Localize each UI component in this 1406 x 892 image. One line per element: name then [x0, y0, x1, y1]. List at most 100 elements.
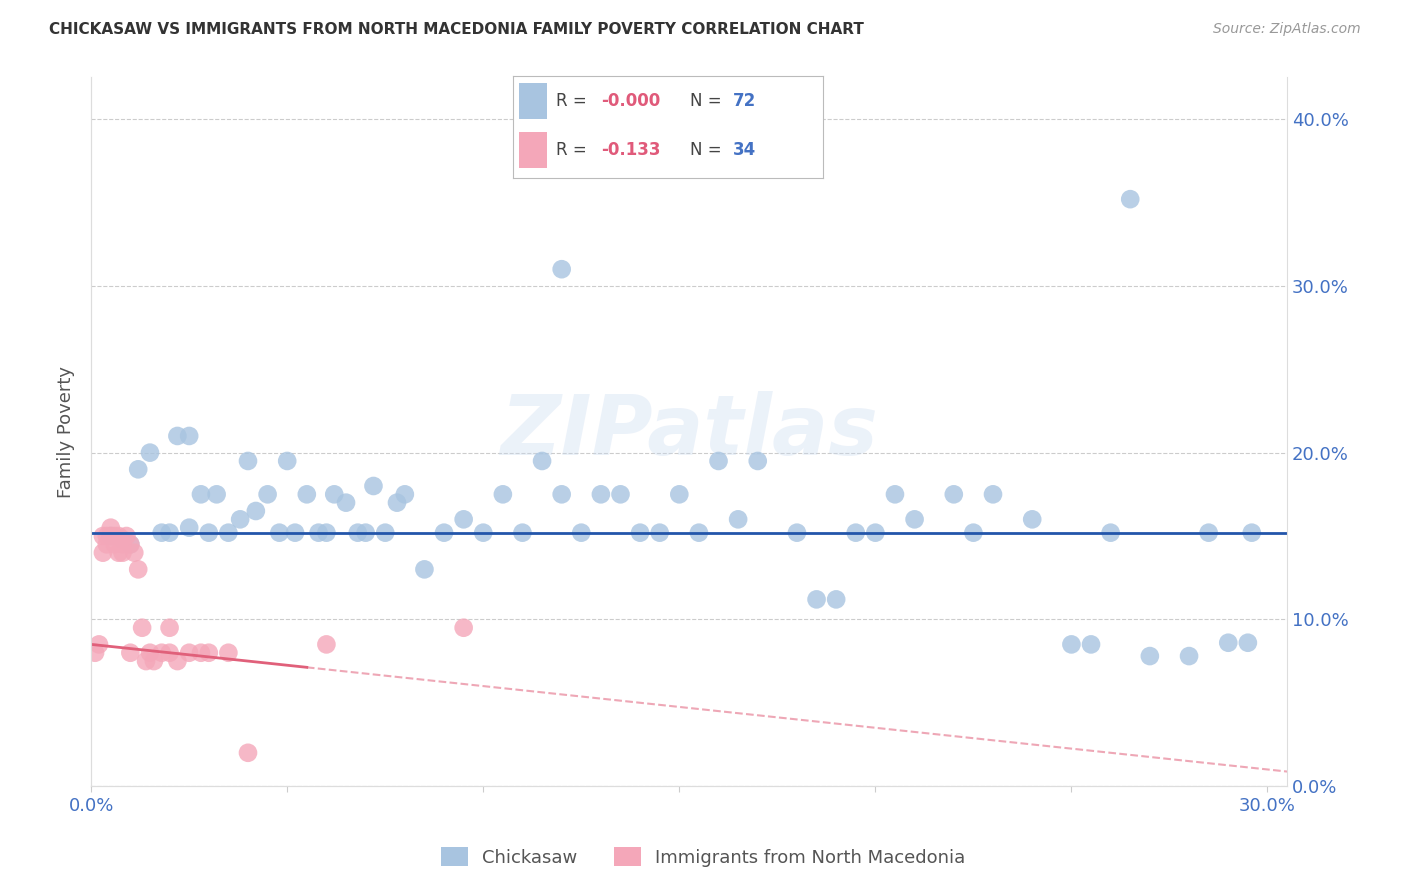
Point: [884, 487, 907, 501]
Point: [1218, 636, 1240, 650]
Point: [91, 529, 114, 543]
Text: -0.000: -0.000: [602, 92, 661, 110]
Point: [276, 454, 298, 468]
Point: [179, 521, 201, 535]
Point: [981, 487, 1004, 501]
Point: [139, 445, 162, 459]
Point: [269, 525, 291, 540]
Point: [104, 529, 127, 543]
Point: [179, 646, 201, 660]
Text: N =: N =: [689, 92, 727, 110]
Point: [512, 525, 534, 540]
Text: R =: R =: [557, 141, 598, 159]
Point: [84, 646, 107, 660]
Point: [707, 454, 730, 468]
Point: [166, 429, 188, 443]
Point: [245, 504, 267, 518]
Point: [111, 546, 134, 560]
Point: [142, 654, 165, 668]
Point: [190, 487, 212, 501]
Point: [727, 512, 749, 526]
Point: [256, 487, 278, 501]
Point: [1099, 525, 1122, 540]
Point: [104, 537, 127, 551]
Point: [1240, 525, 1263, 540]
Point: [159, 646, 181, 660]
Point: [1178, 649, 1201, 664]
Point: [962, 525, 984, 540]
Point: [747, 454, 769, 468]
Point: [453, 621, 475, 635]
Point: [433, 525, 456, 540]
Text: N =: N =: [689, 141, 727, 159]
Point: [589, 487, 612, 501]
Legend: Chickasaw, Immigrants from North Macedonia: Chickasaw, Immigrants from North Macedon…: [433, 840, 973, 874]
Point: [374, 525, 396, 540]
Point: [354, 525, 377, 540]
Point: [1080, 637, 1102, 651]
Point: [100, 529, 122, 543]
Point: [335, 496, 357, 510]
Y-axis label: Family Poverty: Family Poverty: [58, 366, 75, 498]
Point: [531, 454, 554, 468]
Point: [346, 525, 368, 540]
Point: [120, 537, 142, 551]
Point: [550, 262, 572, 277]
Point: [569, 525, 592, 540]
Text: -0.133: -0.133: [602, 141, 661, 159]
Point: [1060, 637, 1083, 651]
Point: [806, 592, 828, 607]
Point: [648, 525, 671, 540]
Point: [363, 479, 385, 493]
Point: [120, 646, 142, 660]
Point: [205, 487, 228, 501]
Point: [111, 537, 134, 551]
Point: [236, 746, 259, 760]
Point: [668, 487, 690, 501]
Point: [91, 546, 114, 560]
Point: [295, 487, 318, 501]
Point: [845, 525, 868, 540]
Text: 34: 34: [733, 141, 756, 159]
Point: [609, 487, 631, 501]
Point: [197, 646, 219, 660]
Bar: [519, 132, 547, 168]
Point: [1139, 649, 1161, 664]
Point: [111, 533, 134, 547]
Point: [120, 537, 142, 551]
Point: [550, 487, 572, 501]
Point: [107, 546, 129, 560]
Point: [179, 429, 201, 443]
Point: [87, 637, 110, 651]
Point: [1237, 636, 1260, 650]
Point: [217, 646, 239, 660]
Point: [315, 525, 337, 540]
Point: [159, 525, 181, 540]
Point: [107, 529, 129, 543]
Point: [115, 529, 138, 543]
Point: [127, 462, 149, 476]
Point: [323, 487, 346, 501]
Point: [96, 529, 118, 543]
Point: [688, 525, 710, 540]
Text: ZIPatlas: ZIPatlas: [501, 392, 879, 472]
Point: [628, 525, 651, 540]
Point: [190, 646, 212, 660]
Text: Source: ZipAtlas.com: Source: ZipAtlas.com: [1213, 22, 1361, 37]
Point: [236, 454, 259, 468]
Point: [139, 646, 162, 660]
Point: [413, 562, 436, 576]
Text: 72: 72: [733, 92, 756, 110]
Point: [1119, 192, 1142, 206]
Point: [942, 487, 965, 501]
Point: [394, 487, 416, 501]
Point: [150, 525, 173, 540]
Point: [229, 512, 252, 526]
Point: [492, 487, 515, 501]
Bar: [519, 83, 547, 119]
Point: [217, 525, 239, 540]
Point: [197, 525, 219, 540]
Point: [96, 537, 118, 551]
Point: [127, 562, 149, 576]
Point: [825, 592, 848, 607]
